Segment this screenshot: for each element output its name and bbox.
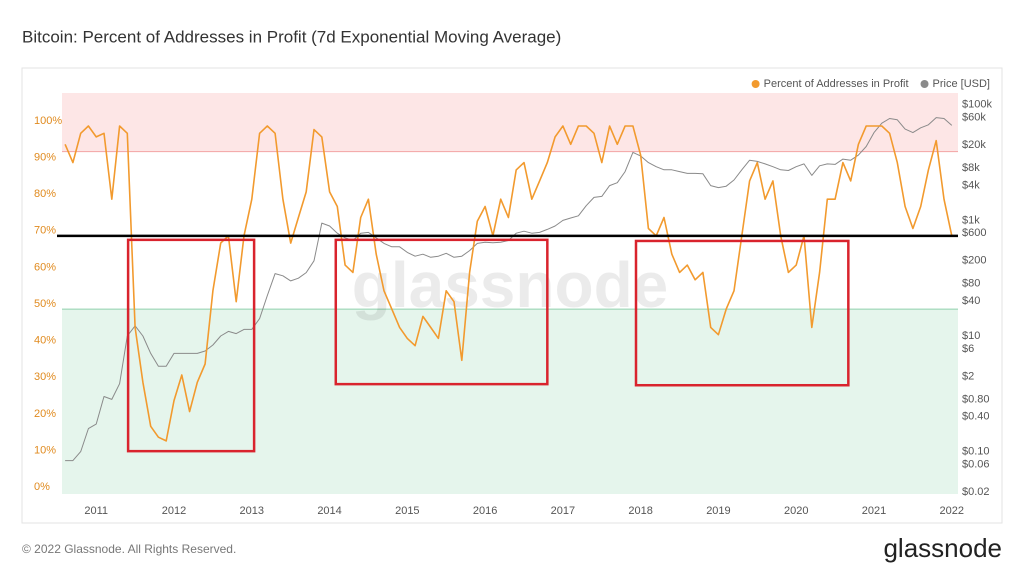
y2-tick-label: $0.80 (962, 393, 990, 405)
y2-tick-label: $0.02 (962, 486, 990, 498)
x-tick-label: 2018 (628, 505, 652, 517)
x-tick-label: 2021 (862, 505, 886, 517)
y-tick-label: 100% (34, 115, 62, 127)
y2-tick-label: $80 (962, 278, 980, 290)
x-tick-label: 2013 (240, 505, 264, 517)
y-tick-label: 80% (34, 188, 56, 200)
x-tick-label: 2019 (706, 505, 730, 517)
legend-label: Price [USD] (933, 78, 990, 90)
y2-tick-label: $4k (962, 180, 980, 192)
highlight-box (126, 238, 256, 453)
y-tick-label: 90% (34, 151, 56, 163)
x-tick-label: 2015 (395, 505, 419, 517)
y-tick-label: 20% (34, 408, 56, 420)
x-tick-label: 2014 (317, 505, 341, 517)
y2-tick-label: $0.40 (962, 411, 990, 423)
highlight-box (334, 238, 549, 386)
x-tick-label: 2020 (784, 505, 808, 517)
legend-swatch (920, 80, 929, 88)
y2-tick-label: $8k (962, 162, 980, 174)
logo: glassnode (883, 533, 1002, 563)
x-tick-label: 2011 (84, 505, 108, 517)
highlight-box (634, 239, 850, 387)
x-tick-label: 2016 (473, 505, 497, 517)
y2-tick-label: $200 (962, 255, 986, 267)
x-tick-label: 2017 (551, 505, 575, 517)
band (62, 93, 958, 152)
legend-label: Percent of Addresses in Profit (764, 78, 909, 90)
y2-tick-label: $1k (962, 214, 980, 226)
y2-tick-label: $100k (962, 99, 992, 111)
y-tick-label: 30% (34, 371, 56, 383)
x-tick-label: 2022 (940, 505, 964, 517)
y2-tick-label: $60k (962, 112, 986, 124)
y2-tick-label: $20k (962, 139, 986, 151)
y2-tick-label: $0.06 (962, 458, 990, 470)
y-tick-label: 0% (34, 481, 50, 493)
y2-tick-label: $0.10 (962, 446, 990, 458)
y2-tick-label: $10 (962, 330, 980, 342)
chart-frame (21, 67, 1003, 524)
y-tick-label: 10% (34, 444, 56, 456)
band (62, 309, 958, 494)
footer: © 2022 Glassnode. All Rights Reserved. (22, 542, 236, 556)
y2-tick-label: $600 (962, 227, 986, 239)
legend-swatch (751, 80, 760, 88)
y-tick-label: 50% (34, 298, 56, 310)
y2-tick-label: $2 (962, 370, 974, 382)
chart-title: Bitcoin: Percent of Addresses in Profit … (22, 27, 561, 46)
y-tick-label: 60% (34, 261, 56, 273)
y-tick-label: 70% (34, 225, 56, 237)
watermark: glassnode (352, 249, 669, 321)
y-tick-label: 40% (34, 335, 56, 347)
x-tick-label: 2012 (162, 505, 186, 517)
y2-tick-label: $40 (962, 295, 980, 307)
y2-tick-label: $6 (962, 343, 974, 355)
